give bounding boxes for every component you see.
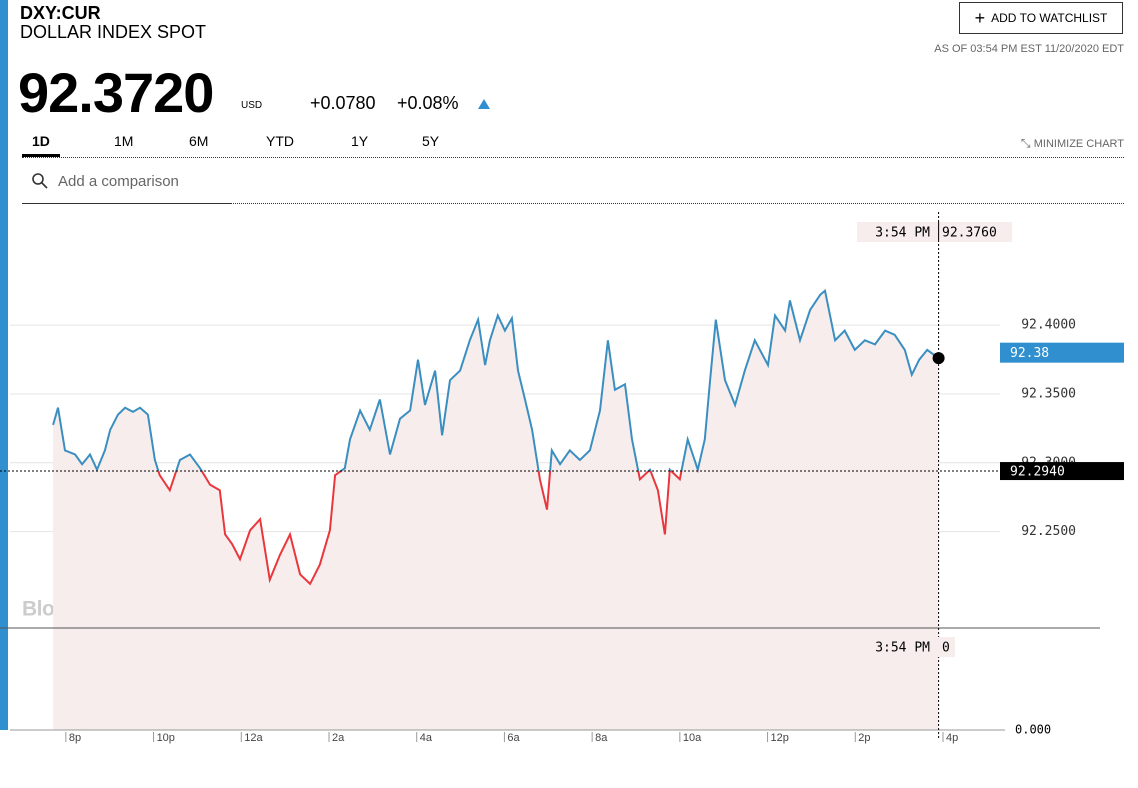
x-tick-label: 4a	[420, 732, 433, 744]
x-tick-label: 2a	[332, 732, 345, 744]
change: +0.0780	[310, 93, 376, 113]
crosshair-dot	[932, 352, 945, 365]
range-tab[interactable]: 1D	[22, 133, 60, 157]
volume-tooltip-value: 0	[942, 641, 950, 656]
volume-tooltip-time: 3:54 PM	[875, 641, 930, 656]
previous-close-label: 92.2940	[1010, 465, 1065, 480]
ticker: DXY:CUR	[20, 3, 101, 23]
watchlist-button[interactable]: + ADD TO WATCHLIST	[959, 2, 1123, 34]
as-of: AS OF 03:54 PM EST 11/20/2020 EDT	[934, 43, 1124, 55]
last-price-tag	[1000, 342, 1124, 363]
range-tab[interactable]: 1Y	[351, 133, 369, 149]
crosshair-value: 92.3760	[942, 226, 997, 241]
watchlist-label: ADD TO WATCHLIST	[991, 11, 1108, 25]
crosshair-tooltip	[857, 222, 1012, 242]
x-tick-label: 2p	[858, 732, 870, 744]
y-tick-label: 92.2500	[1021, 524, 1076, 539]
minimize-chart[interactable]: ⤡ MINIMIZE CHART	[1020, 136, 1124, 150]
previous-close-tag	[1000, 462, 1124, 481]
x-tick-label: 8a	[595, 732, 608, 744]
comparison-search[interactable]: Add a comparison	[22, 165, 231, 204]
minimize-label: MINIMIZE CHART	[1033, 138, 1124, 150]
plus-icon: +	[974, 7, 986, 28]
x-tick-label: 10p	[157, 732, 175, 744]
range-tab[interactable]: 5Y	[422, 133, 440, 149]
range-tabs: 1D 1M 6M YTD 1Y 5Y	[22, 130, 1124, 158]
range-tab[interactable]: 1M	[114, 133, 134, 149]
volume-axis-label: 0.000	[1015, 723, 1051, 737]
range-tab[interactable]: 6M	[189, 133, 209, 149]
instrument-name: DOLLAR INDEX SPOT	[20, 22, 207, 42]
y-tick-label: 92.3500	[1021, 386, 1076, 401]
last-price-label: 92.38	[1010, 346, 1049, 361]
x-tick-label: 12a	[244, 732, 263, 744]
y-tick-label: 92.4000	[1021, 318, 1076, 333]
x-tick-label: 8p	[69, 732, 81, 744]
divider	[231, 203, 1124, 204]
search-placeholder: Add a comparison	[58, 173, 179, 190]
change-pct: +0.08%	[397, 93, 459, 113]
area-fill	[53, 290, 939, 730]
volume-tooltip	[857, 637, 955, 657]
search-icon	[32, 173, 48, 189]
x-tick-label: 10a	[683, 732, 702, 744]
crosshair-time: 3:54 PM	[875, 226, 930, 241]
range-tab[interactable]: YTD	[266, 133, 294, 149]
price-line-up	[52, 288, 940, 472]
x-tick-label: 6a	[507, 732, 520, 744]
x-tick-label: 12p	[771, 732, 789, 744]
up-arrow	[478, 99, 490, 109]
currency: USD	[241, 100, 263, 111]
price: 92.3720	[18, 61, 214, 124]
x-tick-label: 4p	[946, 732, 958, 744]
accent-bar	[0, 0, 8, 730]
